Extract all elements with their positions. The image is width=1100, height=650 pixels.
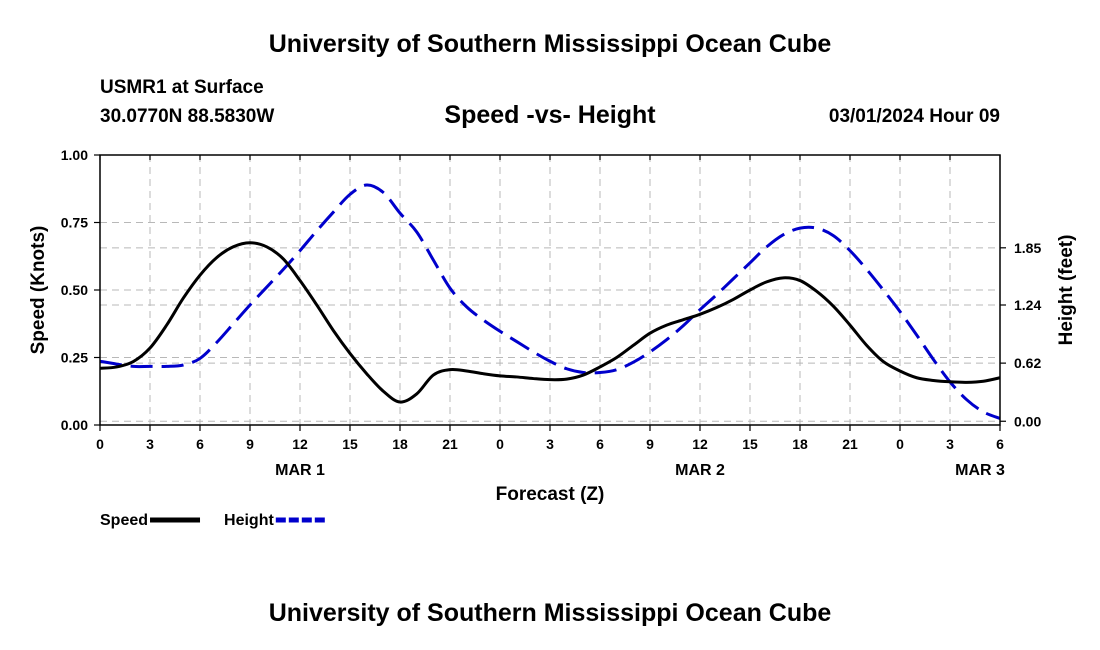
y-tick-label-left: 1.00 <box>61 147 88 163</box>
series-line-speed <box>99 241 1001 404</box>
y-axis-title-right: Height (feet) <box>1056 235 1077 346</box>
station-coordinates: 30.0770N 88.5830W <box>100 106 275 127</box>
x-tick-label: 18 <box>792 436 808 452</box>
y-tick-label-right: 1.85 <box>1014 240 1041 256</box>
x-tick-label: 6 <box>596 436 604 452</box>
x-tick-label: 0 <box>96 436 104 452</box>
axis-labels: 0 3 6 9 12 15 18 21 0 3 6 9 12 15 18 21 0 3 6 MAR 1 MAR 2 MAR… <box>28 147 1077 505</box>
x-tick-label: 0 <box>896 436 904 452</box>
x-tick-label: 3 <box>146 436 154 452</box>
x-tick-label: 15 <box>742 436 758 452</box>
series-lines <box>99 183 1001 420</box>
x-tick-label: 12 <box>692 436 708 452</box>
y-tick-label-right: 1.24 <box>1014 297 1041 313</box>
x-tick-label: 0 <box>496 436 504 452</box>
y-tick-label-left: 0.75 <box>61 215 88 231</box>
x-tick-label: 6 <box>196 436 204 452</box>
day-label: MAR 2 <box>675 462 725 479</box>
page-title: University of Southern Mississippi Ocean… <box>268 30 832 58</box>
legend: Speed Height <box>100 512 326 529</box>
axis-ticks <box>94 154 1006 431</box>
x-tick-label: 18 <box>392 436 408 452</box>
y-axis-title-left: Speed (Knots) <box>28 226 49 355</box>
station-label: USMR1 at Surface <box>100 77 264 98</box>
day-label: MAR 1 <box>275 462 325 479</box>
x-tick-label: 21 <box>842 436 858 452</box>
x-tick-label: 9 <box>246 436 254 452</box>
y-tick-label-left: 0.25 <box>61 350 88 366</box>
y-tick-label-right: 0.00 <box>1014 413 1041 429</box>
y-tick-label-right: 0.62 <box>1014 355 1041 371</box>
x-tick-label: 3 <box>546 436 554 452</box>
speed-height-chart: 0 3 6 9 12 15 18 21 0 3 6 9 12 15 18 21 0 3 6 MAR 1 MAR 2 MAR… <box>28 147 1077 529</box>
y-tick-label-left: 0.50 <box>61 282 88 298</box>
footer-title: University of Southern Mississippi Ocean… <box>268 599 832 627</box>
series-line-height <box>99 183 1001 420</box>
x-tick-label: 3 <box>946 436 954 452</box>
x-tick-label: 9 <box>646 436 654 452</box>
day-label: MAR 3 <box>955 462 1005 479</box>
x-axis-title: Forecast (Z) <box>496 484 605 505</box>
x-tick-label: 12 <box>292 436 308 452</box>
forecast-datetime: 03/01/2024 Hour 09 <box>828 106 1000 127</box>
chart-subtitle: Speed -vs- Height <box>444 101 656 129</box>
legend-label-speed: Speed <box>100 512 148 529</box>
grid-lines <box>100 155 1000 425</box>
legend-label-height: Height <box>224 512 274 529</box>
x-tick-label: 21 <box>442 436 458 452</box>
x-tick-label: 15 <box>342 436 358 452</box>
y-tick-label-left: 0.00 <box>61 417 88 433</box>
x-tick-label: 6 <box>996 436 1004 452</box>
